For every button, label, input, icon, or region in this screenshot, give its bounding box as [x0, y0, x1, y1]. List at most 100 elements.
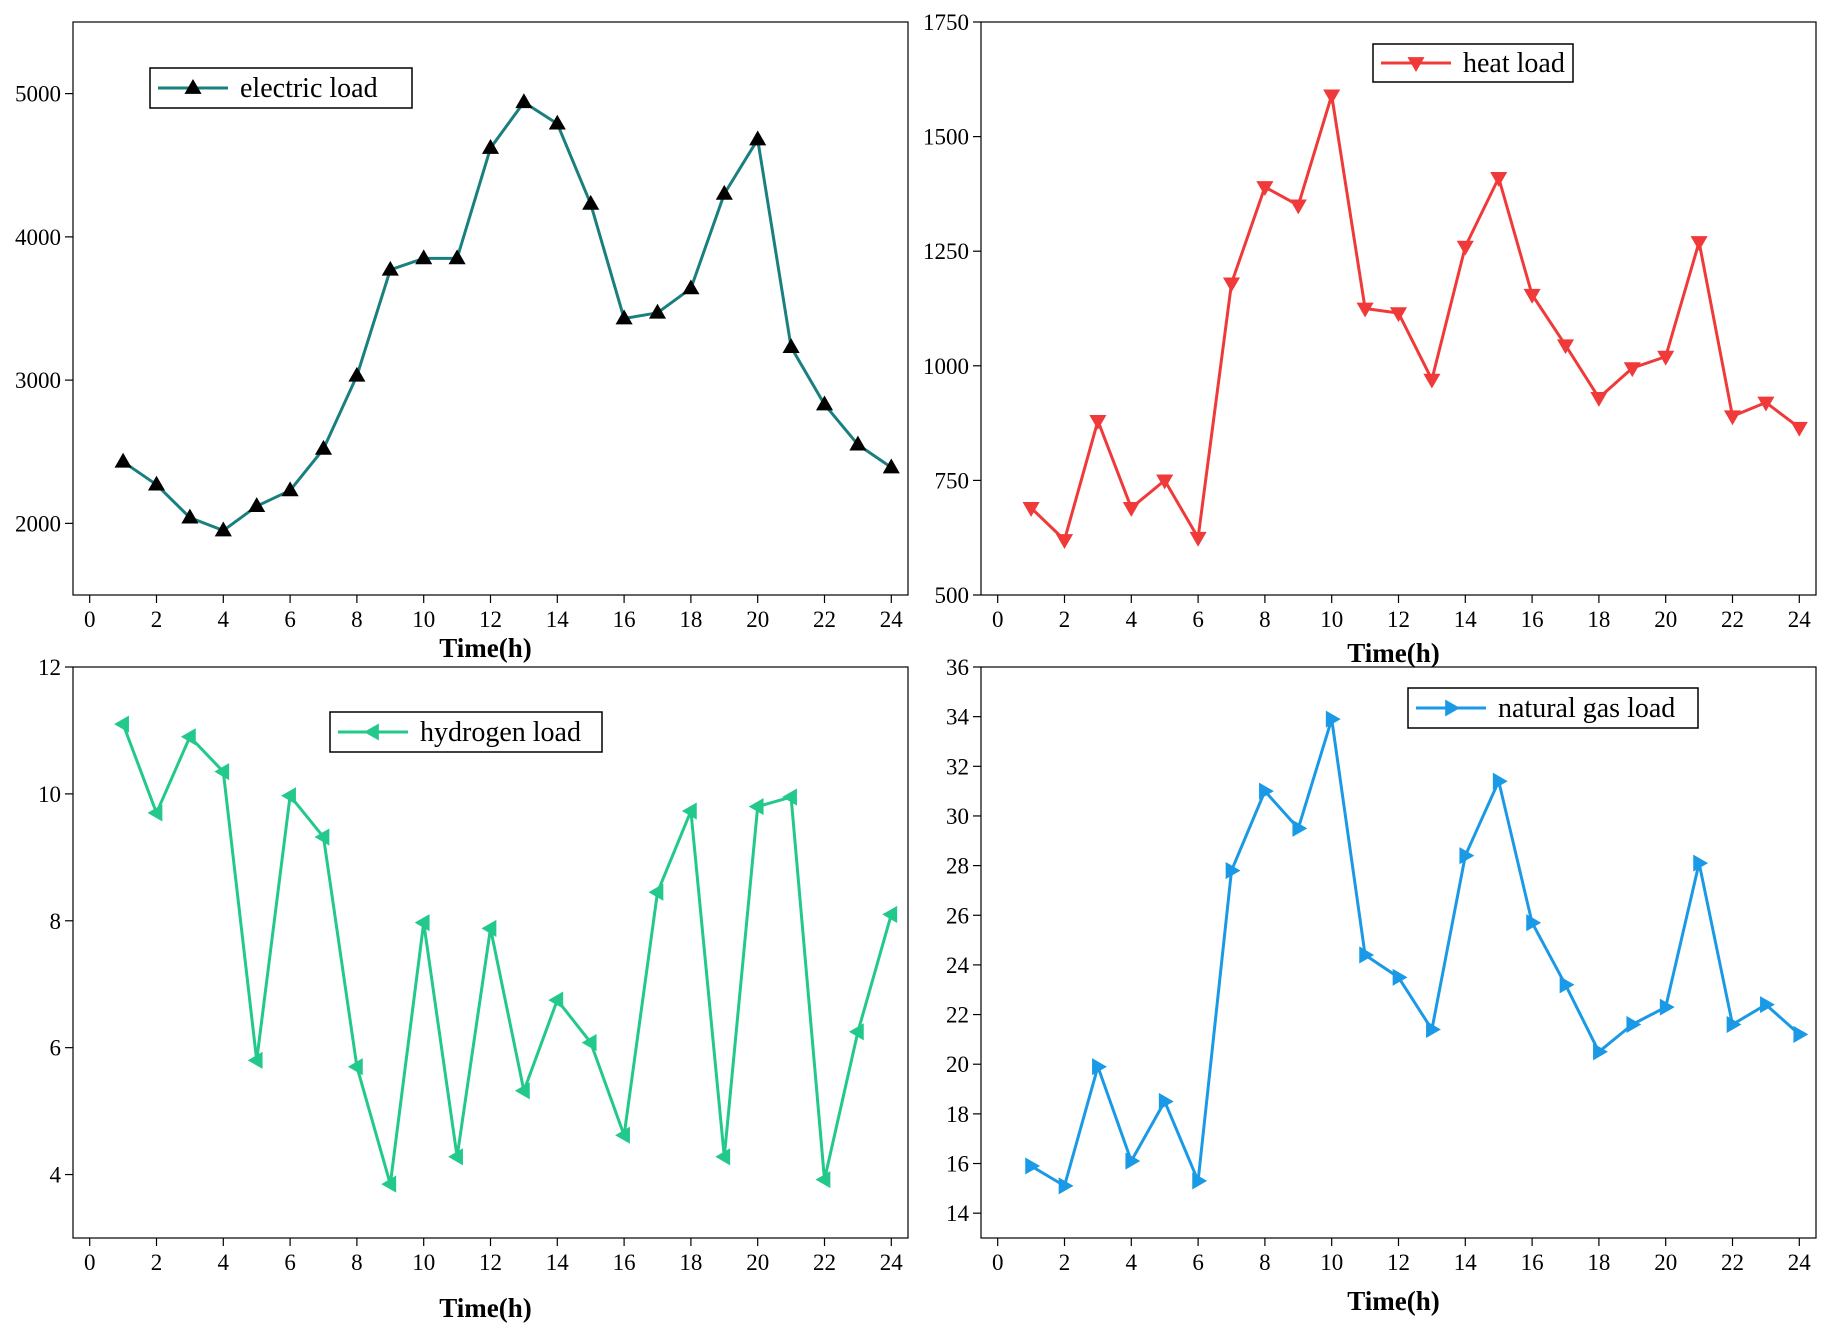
x-tick-label: 6 — [1192, 607, 1204, 632]
x-tick-label: 18 — [679, 607, 702, 632]
data-point — [782, 788, 797, 806]
data-point — [715, 184, 733, 200]
y-tick-label: 1500 — [923, 125, 969, 150]
data-point — [1523, 288, 1541, 304]
data-point — [1192, 1172, 1208, 1190]
chart-panel-1: 0 2 4 6 8 10 12 14 16 18 20 22 242000300040005000Tim… — [15, 21, 909, 663]
data-point — [1189, 531, 1207, 547]
y-tick-label: 30 — [946, 804, 969, 829]
data-point — [347, 1058, 363, 1076]
x-tick-label: 16 — [1521, 1250, 1544, 1275]
y-tick-label: 16 — [946, 1152, 969, 1177]
y-tick-label: 8 — [50, 909, 62, 934]
data-point — [1389, 307, 1408, 323]
x-tick-label: 8 — [351, 1250, 363, 1275]
y-tick-label: 26 — [946, 903, 969, 928]
y-tick-label: 10 — [38, 782, 61, 807]
data-point — [1626, 1015, 1642, 1034]
data-point — [1723, 410, 1742, 426]
x-axis-label: Time(h) — [439, 1293, 532, 1323]
data-point — [749, 130, 767, 146]
chart-panel-4: 0 2 4 6 8 10 12 14 16 18 20 22 241416182022242628303… — [946, 655, 1817, 1316]
data-point — [281, 481, 299, 497]
data-point — [681, 802, 697, 820]
data-point — [114, 715, 129, 733]
data-point — [1125, 1152, 1141, 1170]
x-tick-label: 20 — [746, 1250, 769, 1275]
y-tick-label: 5000 — [15, 82, 61, 107]
x-tick-label: 8 — [1259, 1250, 1271, 1275]
plot-frame — [980, 666, 1817, 1239]
data-point — [1757, 396, 1775, 412]
data-point — [1657, 350, 1675, 366]
x-tick-label: 20 — [746, 607, 769, 632]
data-point — [181, 508, 199, 524]
data-point — [882, 905, 898, 923]
x-tick-label: 18 — [1587, 1250, 1610, 1275]
data-point — [648, 303, 667, 319]
y-tick-label: 24 — [946, 953, 970, 978]
x-tick-label: 0 — [992, 607, 1004, 632]
data-point — [648, 883, 664, 901]
y-tick-label: 28 — [946, 854, 969, 879]
data-point — [448, 1148, 463, 1166]
data-point — [1325, 710, 1341, 728]
x-tick-label: 8 — [351, 607, 363, 632]
data-point — [214, 763, 230, 781]
x-tick-label: 24 — [1788, 1250, 1812, 1275]
y-tick-label: 6 — [50, 1036, 62, 1061]
x-tick-label: 4 — [1126, 607, 1138, 632]
legend-marker-swatch — [1407, 57, 1425, 72]
x-tick-label: 0 — [992, 1250, 1004, 1275]
data-point — [247, 1051, 263, 1069]
data-point — [180, 728, 196, 746]
data-point — [514, 1082, 530, 1100]
data-point — [682, 279, 700, 295]
data-point — [1590, 392, 1608, 407]
x-axis-label: Time(h) — [1347, 638, 1440, 668]
data-point — [1526, 914, 1542, 932]
x-tick-label: 10 — [412, 607, 435, 632]
x-tick-label: 22 — [1721, 607, 1744, 632]
data-point — [1623, 362, 1641, 378]
x-tick-label: 22 — [813, 607, 836, 632]
data-point — [615, 1126, 630, 1144]
x-tick-label: 2 — [1059, 607, 1071, 632]
y-tick-label: 36 — [946, 655, 969, 680]
x-tick-label: 6 — [1192, 1250, 1204, 1275]
data-point — [548, 114, 566, 130]
x-tick-label: 2 — [151, 1250, 163, 1275]
data-point — [1289, 199, 1307, 215]
data-point — [1356, 302, 1374, 318]
legend: natural gas load — [1407, 687, 1699, 729]
x-tick-label: 18 — [1587, 607, 1610, 632]
data-point — [615, 309, 633, 325]
chart-panel-3: 0 2 4 6 8 10 12 14 16 18 20 22 244681012Time(h)hydro… — [38, 655, 909, 1323]
data-point — [1690, 236, 1708, 252]
x-tick-label: 4 — [218, 1250, 230, 1275]
data-point — [1492, 772, 1508, 790]
x-tick-label: 24 — [880, 1250, 904, 1275]
data-point — [815, 395, 834, 411]
x-tick-label: 22 — [1721, 1250, 1744, 1275]
x-tick-label: 4 — [1126, 1250, 1138, 1275]
data-point — [1156, 474, 1174, 490]
data-point — [381, 1175, 397, 1193]
chart-panel-2: 0 2 4 6 8 10 12 14 16 18 20 22 245007501000125015001… — [923, 10, 1817, 668]
y-tick-label: 14 — [946, 1201, 970, 1226]
data-point — [1058, 1177, 1074, 1195]
legend-label: hydrogen load — [420, 717, 581, 748]
data-point — [314, 439, 333, 455]
data-point — [1426, 1020, 1441, 1039]
x-tick-label: 20 — [1654, 1250, 1677, 1275]
x-tick-label: 22 — [813, 1250, 836, 1275]
data-point — [849, 435, 867, 451]
data-point — [1359, 946, 1375, 964]
x-tick-label: 12 — [479, 1250, 502, 1275]
data-point — [1423, 373, 1441, 389]
y-tick-label: 12 — [38, 655, 61, 680]
data-point — [1593, 1043, 1608, 1061]
x-tick-label: 4 — [218, 607, 230, 632]
data-point — [1158, 1092, 1174, 1111]
